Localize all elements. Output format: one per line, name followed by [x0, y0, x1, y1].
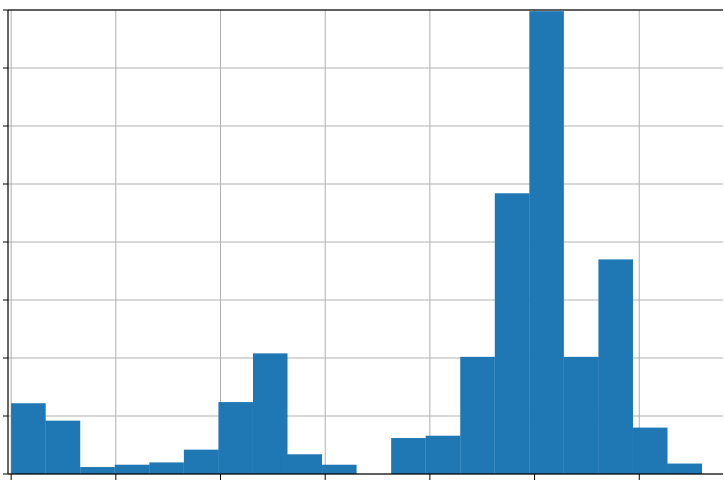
- histogram-bar: [218, 402, 253, 474]
- histogram-bar: [667, 463, 703, 474]
- histogram-bar: [149, 462, 184, 474]
- histogram-bar: [563, 356, 599, 474]
- histogram-bar: [45, 420, 81, 474]
- histogram-bar: [494, 193, 530, 474]
- histogram-bar: [322, 464, 357, 474]
- histogram-bar: [425, 435, 461, 474]
- histogram-bar: [114, 464, 150, 474]
- histogram-bar: [460, 356, 495, 474]
- histogram-bar: [598, 259, 633, 474]
- histogram-bar: [183, 449, 219, 474]
- histogram-bar: [11, 403, 46, 474]
- histogram-bar: [252, 353, 288, 474]
- histogram-bar: [80, 467, 115, 474]
- histogram-bar: [529, 11, 564, 474]
- histogram-bar: [632, 427, 668, 474]
- histogram-bar: [391, 438, 426, 474]
- histogram-bar: [287, 454, 323, 474]
